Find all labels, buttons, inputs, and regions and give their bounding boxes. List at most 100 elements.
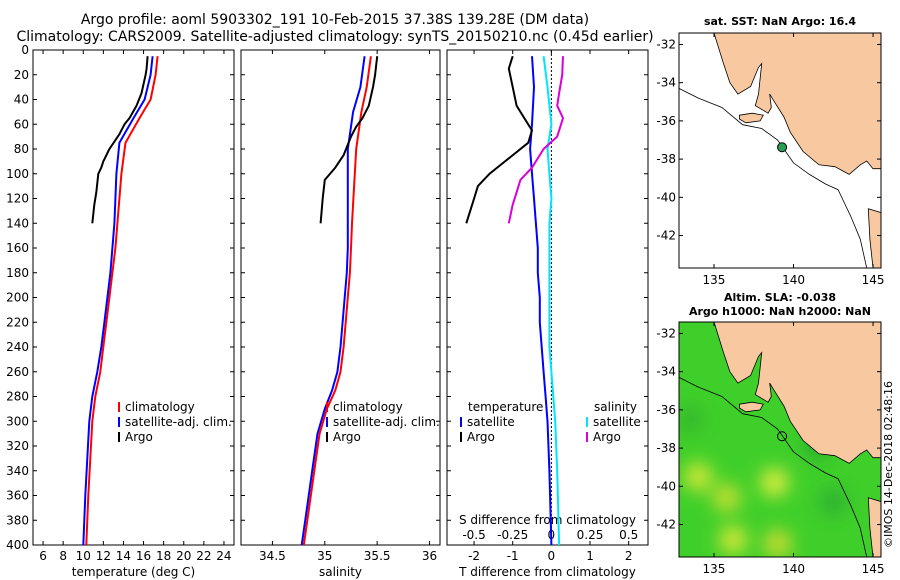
legend-label: climatology: [333, 400, 403, 414]
sla-map: -32 -34 -36 -38 -40 -42 135 140 145 Altim. SLA: -…: [656, 291, 884, 576]
profile-panels: 0204060801001201401601802002202402602803…: [6, 43, 649, 579]
difference-axes-box: [446, 49, 649, 546]
lon-tick-label: 145: [862, 562, 885, 576]
s-tick-label: -0.25: [497, 528, 528, 542]
series-salinity-argo: [507, 56, 564, 224]
lat-tick-label: -32: [656, 326, 676, 340]
ytick-label: 20: [14, 68, 29, 82]
lon-tick-label: 140: [782, 562, 805, 576]
temperature-xlabel: temperature (deg C): [72, 565, 195, 579]
series-temperature-argo: [465, 55, 533, 224]
series-salinity-satellite: [542, 56, 561, 546]
ytick-label: 360: [6, 489, 29, 503]
difference-panel: -2 -1 0 1 2 T difference from climatology S di…: [446, 49, 649, 579]
argo-position-marker: [777, 431, 788, 442]
difference-xtick-label: 2: [625, 549, 633, 563]
s-tick-label: 0.5: [619, 528, 638, 542]
s-tick-label: -0.5: [462, 528, 485, 542]
ytick-label: 280: [6, 390, 29, 404]
series-temperature-satellite: [529, 56, 553, 546]
temperature-xtick-label: 18: [156, 549, 171, 563]
difference-xtick-label: 1: [586, 549, 594, 563]
sst-map-title: sat. SST: NaN Argo: 16.4: [704, 15, 856, 28]
temperature-xtick-label: 12: [96, 549, 111, 563]
lon-tick-label: 145: [862, 273, 885, 287]
shelf-contour: [679, 88, 868, 268]
legend-label: Argo: [333, 430, 361, 444]
imos-watermark: ©IMOS 14-Dec-2018 02:48:16: [882, 381, 895, 548]
figure-title-line1: Argo profile: aoml 5903302_191 10-Feb-20…: [80, 12, 590, 28]
lat-tick-label: -40: [656, 190, 676, 204]
ytick-label: 380: [6, 513, 29, 527]
ytick-label: 60: [14, 117, 29, 131]
difference-xlabel: T difference from climatology: [458, 565, 636, 579]
series-satellite-adj-clim-: [82, 56, 154, 546]
ytick-label: 0: [21, 43, 29, 57]
lat-tick-label: -32: [656, 37, 676, 51]
salinity-xtick-label: 35: [317, 549, 332, 563]
legend-label: satellite: [593, 415, 641, 429]
temperature-panel: 0 20 40 60 80 100 120 140 160 180 200 220 240 260 280 3…: [6, 43, 235, 579]
lat-tick-label: -34: [656, 76, 676, 90]
temperature-xtick-label: 22: [196, 549, 211, 563]
sst-map: -32 -34 -36 -38 -40 -42 135 140 145 sat. SST: NaN…: [656, 15, 884, 287]
legend-label: Argo: [593, 430, 621, 444]
lon-tick-label: 140: [782, 273, 805, 287]
lat-tick-label: -34: [656, 365, 676, 379]
ytick-label: 140: [6, 216, 29, 230]
series-climatology: [302, 56, 372, 546]
ytick-label: 240: [6, 340, 29, 354]
ytick-label: 80: [14, 142, 29, 156]
sla-anomaly: [719, 525, 748, 554]
s-tick-label: 0.25: [577, 528, 604, 542]
ytick-label: 400: [6, 538, 29, 552]
legend-label: Argo: [125, 430, 153, 444]
lon-tick-label: 135: [703, 273, 726, 287]
sla-anomaly: [819, 487, 848, 516]
ytick-label: 100: [6, 167, 29, 181]
australia-land: [713, 322, 881, 464]
ytick-label: 120: [6, 192, 29, 206]
lat-tick-label: -36: [656, 403, 676, 417]
ytick-label: 320: [6, 439, 29, 453]
sla-anomaly: [679, 405, 705, 434]
lat-tick-label: -36: [656, 114, 676, 128]
tasmania-land: [867, 497, 881, 557]
legend-label: satellite-adj. clim.: [333, 415, 440, 429]
ytick-label: 220: [6, 315, 29, 329]
legend-salinity-heading: salinity: [594, 400, 637, 414]
map-panels: -32 -34 -36 -38 -40 -42 135 140 145 sat. SST: NaN…: [656, 15, 884, 576]
ytick-label: 200: [6, 291, 29, 305]
lat-tick-label: -42: [656, 229, 676, 243]
salinity-xtick-label: 35.5: [364, 549, 391, 563]
temperature-xtick-label: 10: [76, 549, 91, 563]
argo-position-marker: [777, 142, 788, 153]
series-argo: [91, 56, 149, 224]
legend-label: satellite-adj. clim.: [125, 415, 232, 429]
lat-tick-label: -40: [656, 479, 676, 493]
series-argo: [319, 56, 379, 224]
legend-label: Argo: [467, 430, 495, 444]
difference-xtick-label: 0: [548, 549, 556, 563]
salinity-axes-box: [240, 49, 441, 546]
temperature-xtick-label: 20: [176, 549, 191, 563]
australia-land: [713, 33, 881, 175]
lon-tick-label: 135: [703, 562, 726, 576]
ytick-label: 160: [6, 241, 29, 255]
sla-map-title-line2: Argo h1000: NaN h2000: NaN: [689, 305, 871, 318]
temperature-xtick-label: 8: [59, 549, 67, 563]
ytick-label: 40: [14, 93, 29, 107]
legend-label: satellite: [467, 415, 515, 429]
lat-tick-label: -42: [656, 518, 676, 532]
salinity-xlabel: salinity: [319, 565, 362, 579]
kangaroo-island: [739, 401, 764, 413]
ytick-label: 180: [6, 266, 29, 280]
sla-map-frame: [678, 321, 882, 558]
tasmania-land: [867, 208, 881, 268]
ytick-label: 300: [6, 414, 29, 428]
temperature-xtick-label: 24: [216, 549, 231, 563]
kangaroo-island: [739, 112, 764, 124]
sla-anomaly: [763, 529, 792, 557]
sst-map-frame: [678, 32, 882, 269]
